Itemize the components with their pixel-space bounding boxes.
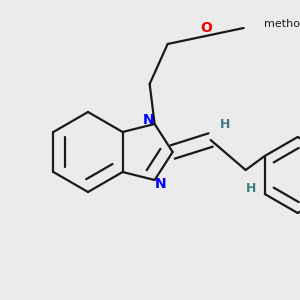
Text: H: H	[220, 118, 230, 130]
Text: methoxy: methoxy	[264, 19, 300, 29]
Text: H: H	[245, 182, 256, 194]
Text: O: O	[201, 21, 213, 35]
Text: N: N	[155, 177, 167, 191]
Text: N: N	[143, 113, 154, 127]
